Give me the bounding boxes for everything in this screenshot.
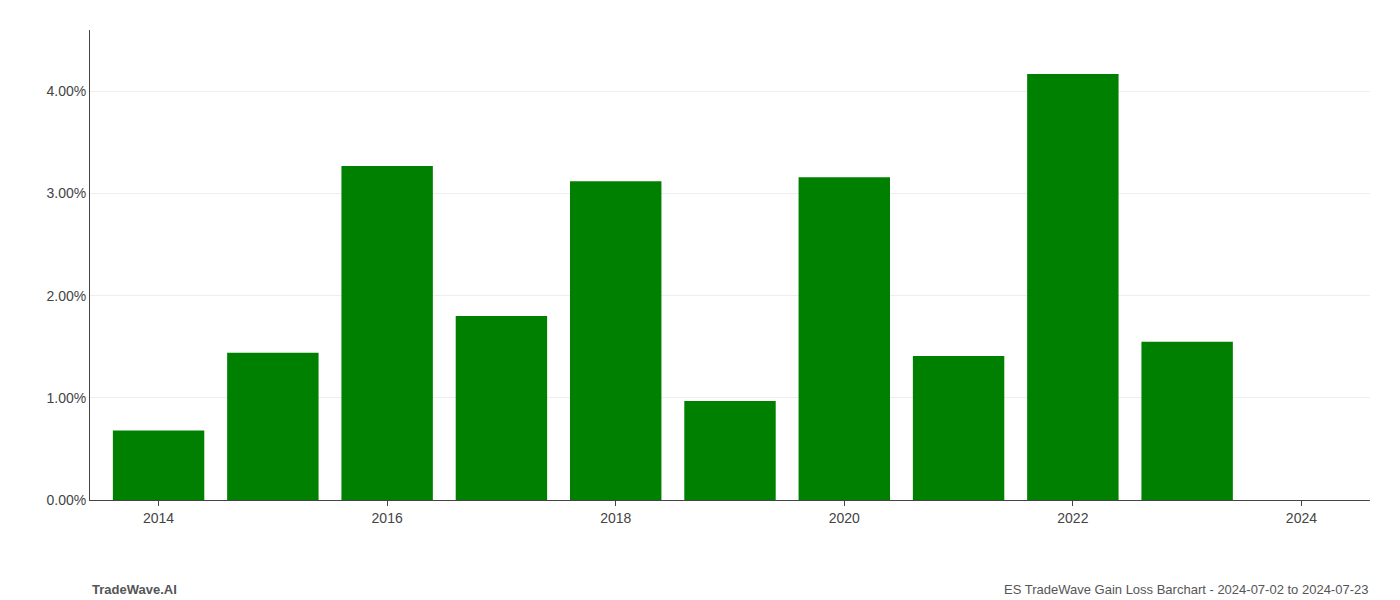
svg-text:4.00%: 4.00%	[46, 83, 86, 99]
svg-text:1.00%: 1.00%	[46, 390, 86, 406]
svg-text:2014: 2014	[143, 510, 174, 526]
svg-text:2024: 2024	[1286, 510, 1317, 526]
svg-text:2018: 2018	[600, 510, 631, 526]
svg-text:2020: 2020	[829, 510, 860, 526]
svg-text:3.00%: 3.00%	[46, 185, 86, 201]
svg-text:2016: 2016	[372, 510, 403, 526]
svg-text:0.00%: 0.00%	[46, 492, 86, 508]
svg-text:TradeWave.AI: TradeWave.AI	[92, 582, 177, 597]
svg-text:2022: 2022	[1057, 510, 1088, 526]
svg-text:2.00%: 2.00%	[46, 288, 86, 304]
svg-text:ES TradeWave Gain Loss Barchar: ES TradeWave Gain Loss Barchart - 2024-0…	[1004, 582, 1368, 597]
